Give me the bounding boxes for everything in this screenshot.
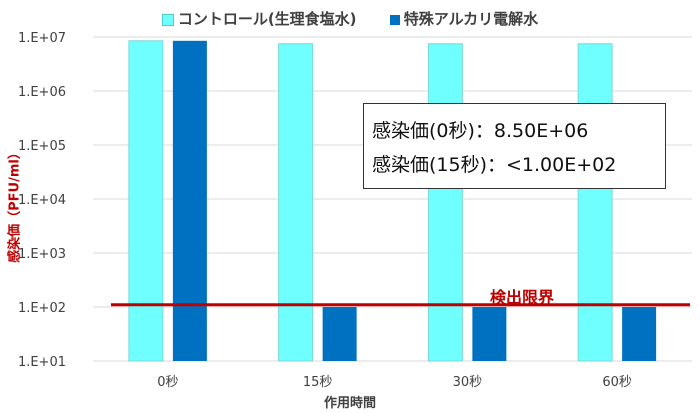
- bar-control: [577, 43, 613, 362]
- y-tick-label: 1.E+03: [18, 247, 66, 262]
- annotation-box: 感染価(0秒)：8.50E+06 感染価(15秒)：<1.00E+02: [363, 103, 666, 189]
- legend-item-control: コントロール(生理食塩水): [161, 10, 357, 28]
- legend-label-control: コントロール(生理食塩水): [177, 10, 357, 28]
- legend: コントロール(生理食塩水) 特殊アルカリ電解水: [0, 8, 700, 29]
- legend-swatch-alkaline: [389, 14, 400, 25]
- y-axis-label: 感染価（PFU/ml）: [7, 146, 23, 263]
- legend-label-alkaline: 特殊アルカリ電解水: [403, 10, 539, 28]
- annotation-line-15s: 感染価(15秒)：<1.00E+02: [372, 154, 617, 176]
- bar-alkaline: [622, 307, 657, 361]
- detection-limit-label: 検出限界: [490, 288, 555, 307]
- bar-control: [427, 43, 463, 362]
- x-axis-label: 作用時間: [323, 396, 376, 411]
- bar-control: [128, 40, 164, 362]
- annotation-line-0s: 感染価(0秒)：8.50E+06: [372, 120, 589, 142]
- y-tick-label: 1.E+01: [18, 355, 66, 370]
- legend-item-alkaline: 特殊アルカリ電解水: [389, 10, 539, 28]
- bar-alkaline: [472, 307, 507, 361]
- y-tick-label: 1.E+02: [18, 301, 66, 316]
- y-tick-label: 1.E+06: [18, 85, 66, 100]
- x-tick-label: 30秒: [453, 375, 483, 390]
- legend-swatch-control: [161, 13, 174, 26]
- bar-alkaline: [172, 40, 207, 362]
- x-tick-label: 15秒: [303, 375, 333, 390]
- bar-control: [278, 43, 314, 362]
- bar-alkaline: [322, 307, 357, 361]
- y-tick-label: 1.E+05: [18, 139, 66, 154]
- x-tick-label: 60秒: [602, 375, 632, 390]
- x-tick-label: 0秒: [157, 375, 178, 390]
- y-tick-label: 1.E+07: [18, 31, 66, 46]
- y-tick-label: 1.E+04: [18, 193, 66, 208]
